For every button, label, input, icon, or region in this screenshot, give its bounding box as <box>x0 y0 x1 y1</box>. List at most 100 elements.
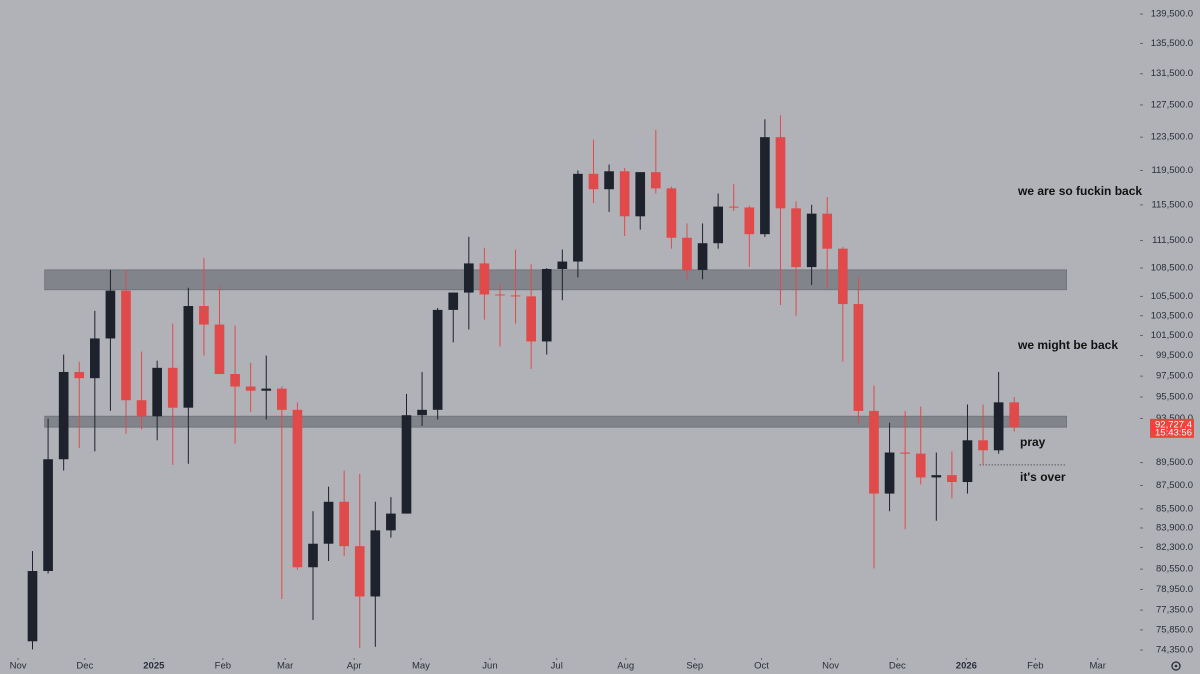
candle-body <box>74 371 85 379</box>
candle-body <box>448 292 459 310</box>
candle-body <box>650 172 661 189</box>
candle-body <box>121 290 131 401</box>
last-price-tag <box>1150 418 1194 438</box>
candle-body <box>806 213 817 268</box>
candle-body <box>635 172 646 217</box>
candle-body <box>853 304 864 411</box>
y-tick-label: 85,500.0 <box>1156 503 1193 514</box>
x-tick-label: May <box>412 661 430 672</box>
annotation: it's over <box>1020 470 1066 484</box>
candle-body <box>557 261 568 269</box>
annotation: pray <box>1020 435 1046 449</box>
candle-body <box>604 171 614 190</box>
y-tick-label: 83,900.0 <box>1156 522 1193 533</box>
x-tick-label: Feb <box>1027 661 1043 672</box>
candle-body <box>167 367 178 408</box>
candle-body <box>947 475 957 483</box>
candle-body <box>479 263 490 295</box>
y-tick-label: 101,500.0 <box>1151 330 1193 341</box>
candle-body <box>495 294 505 296</box>
y-tick-label: 139,500.0 <box>1151 9 1193 20</box>
x-tick-label: Apr <box>347 661 362 672</box>
candle-body <box>900 452 910 454</box>
candle-body <box>931 475 942 478</box>
candle-body <box>510 295 521 297</box>
y-tick-label: 131,500.0 <box>1151 68 1193 79</box>
y-tick-label: 77,350.0 <box>1156 605 1193 616</box>
candle-body <box>728 206 739 208</box>
x-tick-label: Mar <box>1090 661 1106 672</box>
x-tick-label: Nov <box>822 661 839 672</box>
candle-body <box>682 237 692 270</box>
candle-body <box>308 543 318 568</box>
y-tick-label: 80,550.0 <box>1156 564 1193 575</box>
candle-body <box>339 501 349 547</box>
countdown: 15:43:56 <box>1155 427 1192 438</box>
candle-body <box>822 213 833 249</box>
candle-body <box>993 402 1004 451</box>
y-tick-label: 127,500.0 <box>1151 99 1193 110</box>
candle-body <box>27 571 38 642</box>
candle-body <box>432 309 443 410</box>
candle-body <box>978 440 988 451</box>
candle-body <box>105 290 116 339</box>
candle-body <box>697 243 708 270</box>
y-tick-label: 103,500.0 <box>1151 310 1193 321</box>
x-tick-label: Nov <box>10 661 27 672</box>
candle-body <box>1009 402 1020 428</box>
y-tick-label: 123,500.0 <box>1151 132 1193 143</box>
x-tick-label: Oct <box>754 661 769 672</box>
candle-body <box>323 501 334 544</box>
candle-body <box>666 188 677 238</box>
candle-body <box>791 208 801 268</box>
y-tick-label: 93,500.0 <box>1156 413 1193 424</box>
x-tick-label: Aug <box>617 661 634 672</box>
y-tick-label: 75,850.0 <box>1156 624 1193 635</box>
y-tick-label: 105,500.0 <box>1151 291 1193 302</box>
x-tick-label: Jul <box>551 661 563 672</box>
x-tick-label: 2026 <box>956 661 977 672</box>
y-tick-label: 82,300.0 <box>1156 542 1193 553</box>
candle-body <box>276 388 287 410</box>
candle-body <box>463 263 474 293</box>
candle-body <box>962 440 973 483</box>
candle-body <box>43 459 53 572</box>
candle-body <box>775 137 786 209</box>
settings-icon[interactable] <box>1171 661 1181 671</box>
last-price-label: 92,727.4 <box>1155 419 1192 430</box>
y-tick-label: 78,950.0 <box>1156 584 1193 595</box>
candle-body <box>136 400 147 417</box>
candle-body <box>354 546 365 597</box>
candle-body <box>619 171 630 217</box>
y-tick-label: 74,350.0 <box>1156 645 1193 656</box>
candle-body <box>869 410 879 494</box>
candle-body <box>261 388 272 391</box>
candle-body <box>90 338 100 379</box>
x-tick-label: Jun <box>482 661 497 672</box>
candle-body <box>915 453 926 478</box>
candle-body <box>417 409 427 416</box>
candle-body <box>292 409 303 568</box>
annotation: we might be back <box>1017 338 1118 352</box>
candle-body <box>245 386 256 391</box>
candle-body <box>401 415 412 514</box>
x-tick-label: Dec <box>76 661 93 672</box>
y-tick-label: 119,500.0 <box>1151 165 1193 176</box>
y-tick-label: 111,500.0 <box>1152 235 1193 246</box>
candle-body <box>884 452 895 494</box>
candle-body <box>573 173 583 262</box>
x-tick-label: Mar <box>277 661 293 672</box>
candle-body <box>837 248 848 305</box>
candle-body <box>744 207 755 235</box>
candle-body <box>214 324 225 375</box>
candle-body <box>526 296 536 342</box>
y-tick-label: 135,500.0 <box>1151 38 1193 49</box>
x-tick-label: Feb <box>215 661 231 672</box>
candle-body <box>541 268 552 342</box>
candle-body <box>230 374 240 387</box>
candle-body <box>713 206 723 244</box>
y-tick-label: 95,500.0 <box>1156 392 1193 403</box>
zone <box>44 269 1068 291</box>
